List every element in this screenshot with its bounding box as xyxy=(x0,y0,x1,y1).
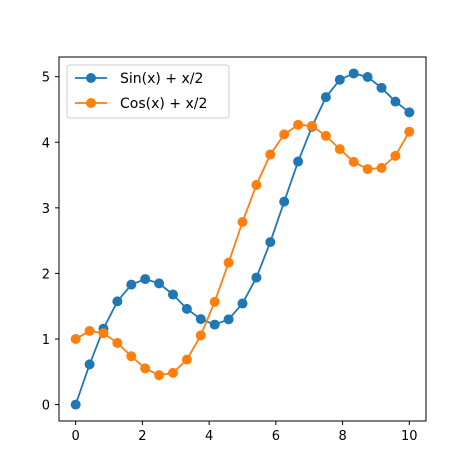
x-tick-label: 0 xyxy=(72,429,80,444)
data-point xyxy=(251,272,262,283)
data-point xyxy=(334,74,345,85)
data-point xyxy=(98,328,109,339)
data-point xyxy=(237,298,248,309)
y-tick-label: 4 xyxy=(42,136,50,151)
legend-marker xyxy=(86,73,96,83)
data-point xyxy=(334,144,345,155)
data-point xyxy=(265,237,276,248)
series-line-0 xyxy=(74,72,410,405)
data-point xyxy=(112,337,123,348)
data-point xyxy=(279,129,290,140)
data-point xyxy=(126,279,137,290)
data-point xyxy=(293,119,304,130)
series-line-1 xyxy=(75,123,411,377)
data-point xyxy=(376,162,387,173)
y-tick-label: 1 xyxy=(42,333,50,348)
data-point xyxy=(195,314,206,325)
data-point xyxy=(320,130,331,141)
data-point xyxy=(181,303,192,314)
data-point xyxy=(112,296,123,307)
legend-label: Cos(x) + x/2 xyxy=(120,96,207,112)
data-point xyxy=(181,354,192,365)
data-point xyxy=(348,156,359,167)
legend-label: Sin(x) + x/2 xyxy=(120,71,203,87)
data-point xyxy=(167,367,178,378)
series-layer xyxy=(70,68,415,410)
x-tick-label: 10 xyxy=(401,429,418,444)
y-axis-ticks: 0 1 2 3 4 5 xyxy=(42,71,59,414)
data-point xyxy=(70,399,81,410)
data-point xyxy=(362,164,373,175)
data-point xyxy=(126,351,137,362)
data-point xyxy=(154,370,165,381)
data-point xyxy=(237,217,248,228)
data-point xyxy=(70,334,81,345)
data-point xyxy=(265,149,276,160)
data-point xyxy=(167,289,178,300)
y-tick-label: 2 xyxy=(42,267,50,282)
data-point xyxy=(307,120,318,131)
data-point xyxy=(84,359,95,370)
data-point xyxy=(84,325,95,336)
legend-entry-0: Sin(x) + x/2 xyxy=(75,71,203,87)
axes-frame xyxy=(58,56,427,422)
series-0 xyxy=(70,68,415,410)
data-point xyxy=(376,82,387,93)
y-tick-label: 3 xyxy=(42,202,50,217)
data-point xyxy=(251,179,262,190)
data-point xyxy=(362,72,373,83)
data-point xyxy=(209,319,220,330)
x-tick-label: 6 xyxy=(272,429,280,444)
data-point xyxy=(223,314,234,325)
data-point xyxy=(154,278,165,289)
series-1 xyxy=(70,119,415,381)
data-point xyxy=(390,150,401,161)
x-tick-label: 4 xyxy=(205,429,213,444)
data-point xyxy=(320,92,331,103)
data-point xyxy=(140,274,151,285)
legend-entry-1: Cos(x) + x/2 xyxy=(75,96,207,112)
x-tick-label: 8 xyxy=(338,429,346,444)
data-point xyxy=(293,156,304,167)
data-point xyxy=(140,363,151,374)
data-point xyxy=(348,68,359,79)
data-point xyxy=(404,107,415,118)
legend-box xyxy=(66,64,230,119)
y-tick-label: 5 xyxy=(42,71,50,86)
data-point xyxy=(223,257,234,268)
data-point xyxy=(390,96,401,107)
x-axis-ticks: 0 2 4 6 8 10 xyxy=(72,421,418,444)
data-point xyxy=(209,296,220,307)
data-point xyxy=(195,330,206,341)
legend: Sin(x) + x/2 Cos(x) + x/2 xyxy=(66,64,230,119)
data-point xyxy=(279,196,290,207)
legend-marker xyxy=(86,98,96,108)
data-point xyxy=(404,126,415,137)
y-tick-label: 0 xyxy=(42,399,50,414)
x-tick-label: 2 xyxy=(138,429,146,444)
